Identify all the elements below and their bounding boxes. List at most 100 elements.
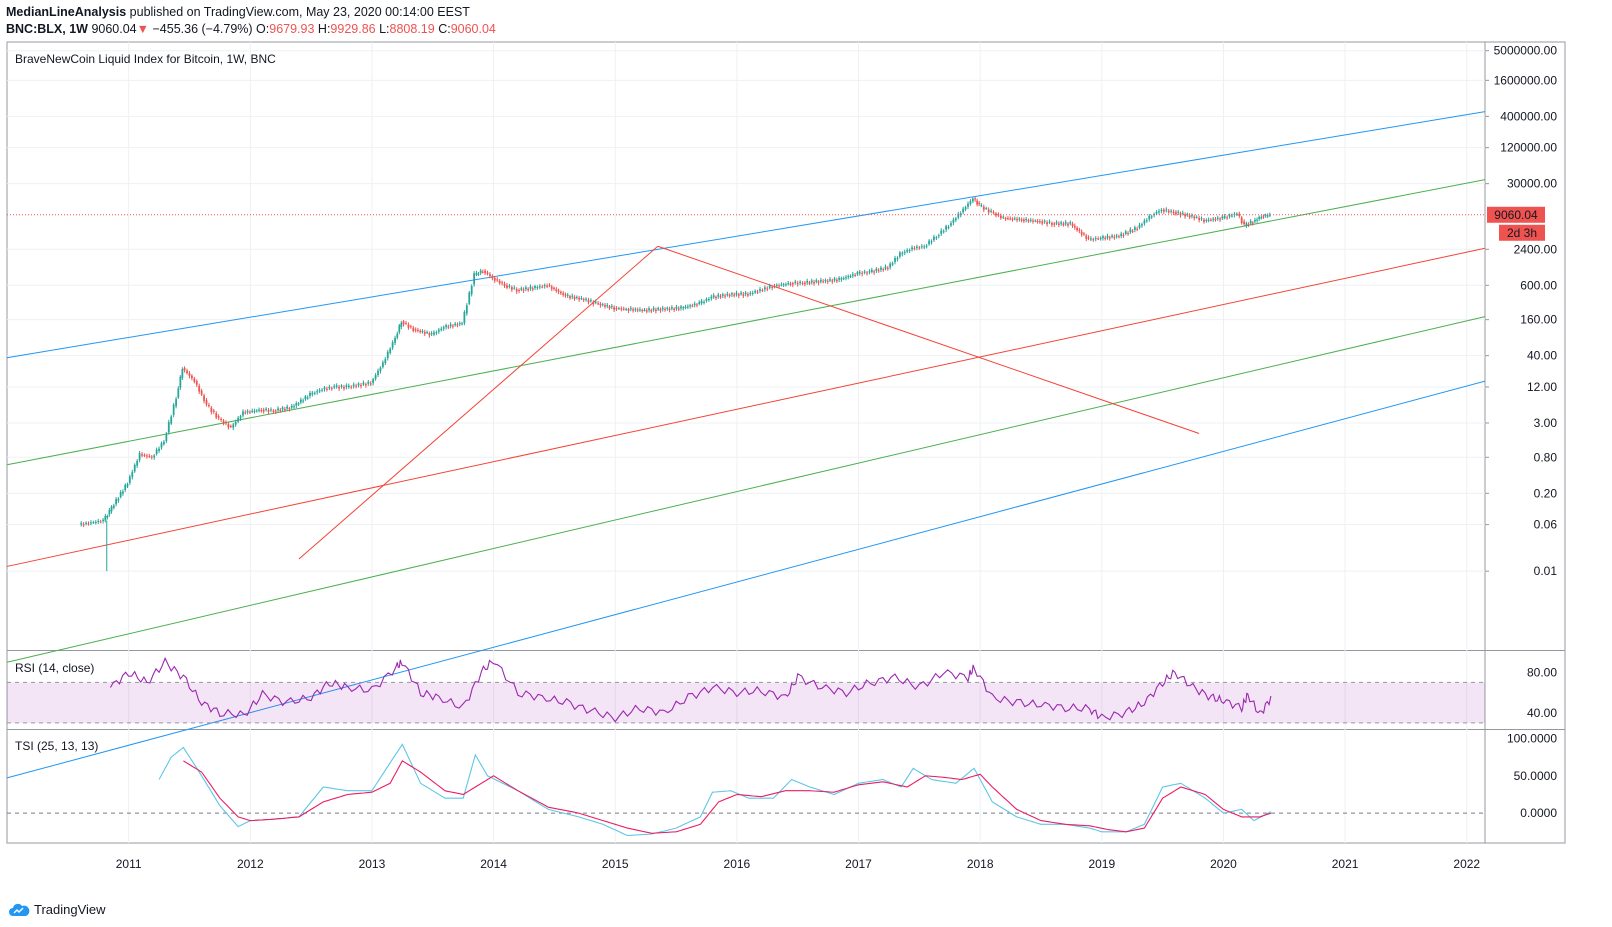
candle-body [789,283,792,285]
candle-body [773,286,776,288]
candle-body [1228,215,1231,217]
candle-body [524,287,527,290]
candle-body [1133,227,1136,230]
candle-body [498,280,501,284]
candle-body [559,291,562,294]
candle-body [299,399,302,403]
candle-body [923,246,926,248]
candle-body [477,273,480,275]
candle-body [622,308,625,310]
candle-body [170,416,173,424]
candle-body [454,323,457,326]
last-price-tag [1487,206,1545,223]
candle-body [1216,217,1219,219]
candle-body [172,404,175,415]
candle-body [1210,219,1212,221]
candle-body [710,296,713,299]
candle-body [728,294,731,296]
candle-body [350,386,353,388]
last-price-tag-label: 9060.04 [1494,208,1538,222]
candle-body [925,245,928,247]
trend-line [6,380,1486,779]
candle-body [232,424,235,428]
candle-body [813,282,815,284]
candle-body [527,288,530,291]
candle-body [160,443,163,448]
candle-body [1175,212,1177,215]
candle-body [389,348,392,353]
candle-body [796,283,799,285]
candle-body [1145,220,1148,222]
candle-body [1260,217,1263,219]
candle-body [680,306,682,309]
candle-body [1181,212,1184,214]
candle-body [473,273,476,285]
candle-body [281,407,284,410]
y-tick-label: 40.00 [1527,349,1557,363]
candle-body [357,383,360,386]
candle-body [1106,235,1109,238]
candle-body [935,237,938,239]
tradingview-logo[interactable]: TradingView [8,902,106,917]
candle-body [335,385,338,387]
candle-body [1221,216,1224,219]
high-value: 9929.86 [330,22,376,36]
candle-body [655,309,657,312]
candle-body [290,405,293,408]
candle-body [1251,222,1254,224]
x-tick-label: 2017 [845,857,872,871]
candle-body [791,283,794,285]
candle-body [362,382,365,385]
candle-body [868,271,871,273]
candle-body [564,294,567,296]
candle-body [124,484,127,490]
candle-body [916,246,918,248]
candle-body [987,209,990,213]
candle-body [1124,231,1127,234]
candle-body [569,296,571,299]
candle-body [409,326,412,328]
candle-body [610,306,613,308]
candle-body [1062,223,1065,226]
candle-body [165,433,168,441]
candle-body [1092,239,1095,241]
candle-body [311,392,314,395]
candle-body [328,386,331,389]
candle-body [1004,218,1007,220]
candle-body [1057,223,1060,225]
candle-body [664,309,666,311]
candle-body [515,289,518,292]
candle-body [1219,218,1221,220]
y-tick-label: 0.20 [1534,486,1558,500]
y-tick-label: 30000.00 [1507,177,1557,191]
candle-body [670,307,673,309]
candle-body [440,328,443,331]
candle-body [675,306,678,309]
last-price: 9060.04 [91,22,137,36]
candle-body [1011,218,1014,220]
candle-body [997,214,1000,216]
candle-body [937,235,940,237]
candle-body [705,298,708,301]
x-tick-label: 2012 [237,857,264,871]
candle-body [1170,210,1173,212]
chart-header: MedianLineAnalysis published on TradingV… [6,4,496,38]
candle-body [645,310,648,312]
candle-body [707,299,710,301]
candle-body [1094,238,1097,240]
ohlc-line: BNC:BLX, 1W 9060.04▼ −455.36 (−4.79%) O:… [6,21,496,38]
y-tick-label: 5000000.00 [1494,44,1558,58]
candle-body [1136,228,1139,230]
candle-body [886,267,889,269]
candle-body [763,287,766,290]
author-link[interactable]: MedianLineAnalysis [6,5,127,19]
candle-body [1036,221,1039,223]
candle-body [826,280,829,282]
candle-body [1108,237,1111,239]
rsi-y-tick-label: 40.00 [1527,706,1557,720]
candle-body [819,280,822,282]
candle-body [555,289,558,291]
candle-body [384,359,387,364]
candle-body [877,270,880,272]
